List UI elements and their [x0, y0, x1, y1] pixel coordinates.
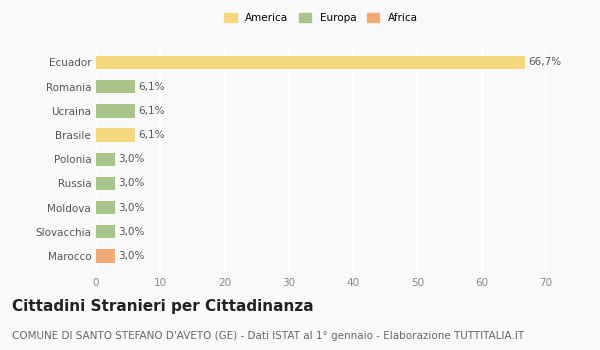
- Text: 6,1%: 6,1%: [139, 82, 165, 92]
- Bar: [96, 249, 115, 262]
- Text: COMUNE DI SANTO STEFANO D'AVETO (GE) - Dati ISTAT al 1° gennaio - Elaborazione T: COMUNE DI SANTO STEFANO D'AVETO (GE) - D…: [12, 331, 524, 341]
- Bar: [96, 80, 135, 93]
- Bar: [96, 104, 135, 118]
- Text: 3,0%: 3,0%: [119, 251, 145, 261]
- Bar: [96, 128, 135, 142]
- Bar: [96, 56, 525, 69]
- Bar: [96, 201, 115, 214]
- Text: 3,0%: 3,0%: [119, 154, 145, 164]
- Legend: America, Europa, Africa: America, Europa, Africa: [221, 10, 421, 26]
- Text: 6,1%: 6,1%: [139, 106, 165, 116]
- Bar: [96, 225, 115, 238]
- Text: 3,0%: 3,0%: [119, 203, 145, 213]
- Bar: [96, 177, 115, 190]
- Text: 66,7%: 66,7%: [528, 57, 561, 68]
- Text: 6,1%: 6,1%: [139, 130, 165, 140]
- Text: 3,0%: 3,0%: [119, 227, 145, 237]
- Text: Cittadini Stranieri per Cittadinanza: Cittadini Stranieri per Cittadinanza: [12, 299, 314, 314]
- Bar: [96, 153, 115, 166]
- Text: 3,0%: 3,0%: [119, 178, 145, 188]
